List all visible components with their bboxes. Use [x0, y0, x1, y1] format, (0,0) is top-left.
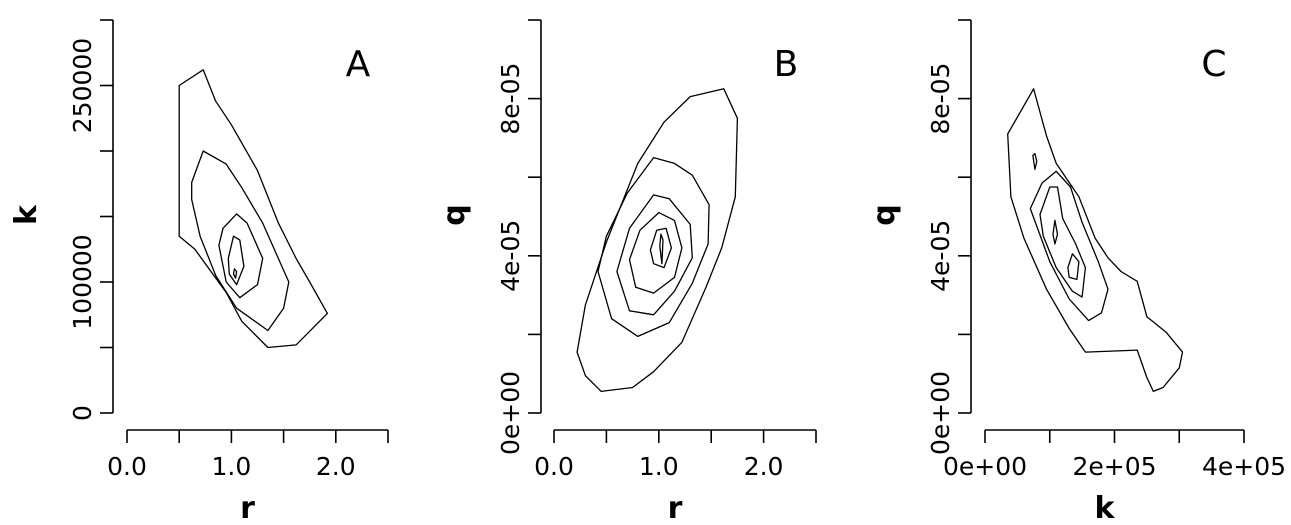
panel-b: 0.0 1.0 2.0 0e+00 4e-05 8e-05 r q B	[437, 19, 817, 525]
y-tick-label: 0e+00	[926, 371, 955, 455]
contour-line	[218, 213, 264, 299]
y-axis-title: q	[437, 204, 472, 225]
contour-line	[649, 227, 673, 269]
panel-label: B	[774, 44, 799, 85]
panel-a: 0.0 1.0 2.0 0 100000 250000 r k A	[9, 19, 389, 525]
panel-label: A	[346, 44, 371, 85]
contour-line	[616, 194, 693, 316]
contour-line	[191, 150, 290, 332]
x-axis-title: k	[1095, 491, 1116, 525]
y-tick-label: 0	[68, 405, 97, 421]
contour-line	[1032, 152, 1038, 170]
contour-line	[1067, 253, 1080, 281]
x-tick-label: 1.0	[639, 452, 679, 481]
contour-line	[227, 235, 245, 286]
contour-line	[597, 156, 710, 338]
contour-line	[628, 211, 683, 294]
x-tick-label: 0e+00	[943, 452, 1027, 481]
contour-line	[1007, 88, 1184, 393]
y-tick-label: 250000	[68, 38, 97, 133]
y-axis-title: q	[867, 204, 902, 225]
y-tick-label: 4e-05	[496, 220, 525, 292]
y-tick-label: 8e-05	[926, 63, 955, 135]
x-axis-title: r	[240, 491, 255, 525]
x-tick-label: 0.0	[107, 452, 147, 481]
contour-line	[1039, 186, 1087, 298]
contour-line	[659, 233, 664, 265]
y-axis-title: k	[9, 204, 44, 225]
panel-c: 0e+00 2e+05 4e+05 0e+00 4e-05 8e-05 k q C	[867, 19, 1286, 525]
x-axis-title: r	[668, 491, 683, 525]
x-tick-label: 1.0	[212, 452, 252, 481]
y-tick-label: 4e-05	[926, 220, 955, 292]
x-tick-label: 2.0	[744, 452, 784, 481]
contour-line	[1029, 170, 1109, 322]
y-tick-label: 0e+00	[496, 371, 525, 455]
contour-line	[576, 88, 739, 393]
contour-line	[232, 268, 238, 279]
x-tick-label: 0.0	[534, 452, 574, 481]
x-tick-label: 2.0	[316, 452, 356, 481]
y-tick-label: 8e-05	[496, 63, 525, 135]
contour-line	[1052, 219, 1059, 245]
y-tick-label: 100000	[68, 234, 97, 329]
x-tick-label: 2e+05	[1072, 452, 1156, 481]
contour-line	[178, 69, 329, 349]
x-tick-label: 4e+05	[1202, 452, 1286, 481]
panel-label: C	[1201, 44, 1226, 85]
